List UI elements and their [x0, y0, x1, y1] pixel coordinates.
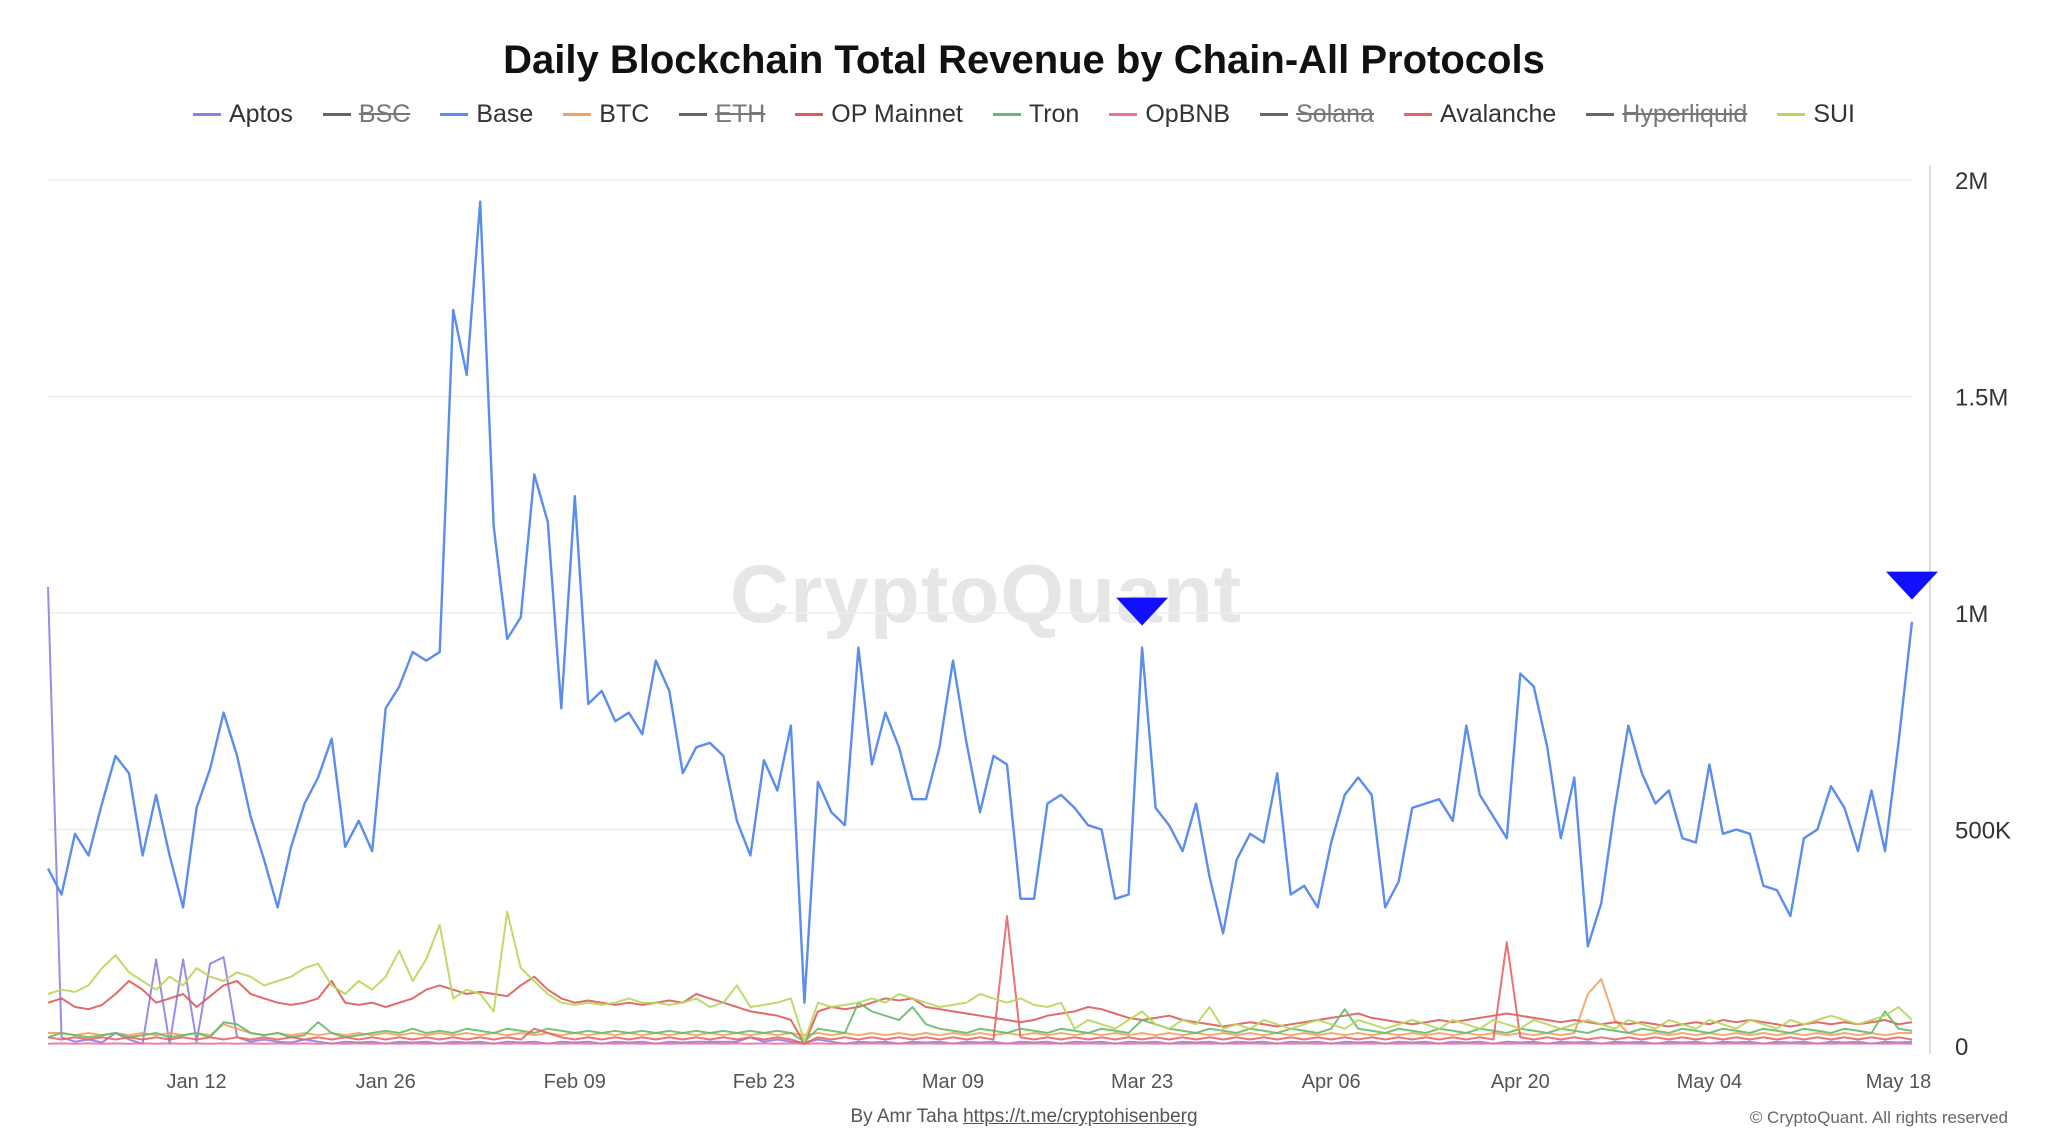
x-tick-label: Feb 09 — [544, 1071, 606, 1093]
x-tick-label: Mar 23 — [1111, 1071, 1173, 1093]
x-tick-label: Mar 09 — [922, 1071, 984, 1093]
legend-label: BTC — [599, 100, 650, 128]
byline: By Amr Taha — [850, 1106, 958, 1127]
legend-swatch — [1260, 113, 1289, 116]
legend-item-solana[interactable]: Solana — [1260, 100, 1374, 129]
y-tick-label: 500K — [1955, 818, 2011, 845]
legend-item-avalanche[interactable]: Avalanche — [1403, 100, 1557, 129]
legend-item-sui[interactable]: SUI — [1777, 100, 1855, 129]
legend-swatch — [1586, 113, 1615, 116]
y-tick-label: 2M — [1955, 168, 1988, 195]
legend-item-btc[interactable]: BTC — [563, 100, 649, 129]
legend-item-opbnb[interactable]: OpBNB — [1109, 100, 1230, 129]
x-tick-label: Apr 06 — [1302, 1071, 1361, 1093]
legend-swatch — [322, 113, 351, 116]
legend-item-aptos[interactable]: Aptos — [192, 100, 293, 129]
series-line-base — [46, 200, 1914, 1004]
legend-label: Solana — [1296, 100, 1374, 128]
legend-swatch — [1777, 113, 1806, 116]
legend-swatch — [1109, 113, 1138, 116]
series-line-avalanche — [47, 915, 1913, 1045]
x-tick-label: Apr 20 — [1491, 1071, 1550, 1093]
y-tick-label: 1M — [1955, 601, 1988, 628]
series-line-tron — [47, 1001, 1913, 1043]
legend-label: Hyperliquid — [1622, 100, 1748, 128]
legend-item-base[interactable]: Base — [440, 100, 533, 129]
legend-item-tron[interactable]: Tron — [992, 100, 1080, 129]
legend-item-op-mainnet[interactable]: OP Mainnet — [795, 100, 963, 129]
legend-label: ETH — [715, 100, 766, 128]
legend-swatch — [992, 113, 1021, 116]
legend-item-bsc[interactable]: BSC — [322, 100, 411, 129]
x-tick-label: Feb 23 — [733, 1071, 795, 1093]
legend-label: BSC — [358, 100, 411, 128]
y-tick-label: 1.5M — [1955, 385, 2008, 412]
legend-swatch — [795, 113, 824, 116]
author-link[interactable]: https://t.me/cryptohisenberg — [963, 1106, 1198, 1127]
legend-swatch — [192, 113, 221, 116]
x-tick-label: May 04 — [1677, 1071, 1743, 1093]
series-line-aptos — [47, 586, 1913, 1045]
highlight-marker-triangle — [1116, 597, 1169, 626]
highlight-marker-triangle — [1886, 571, 1938, 600]
legend-label: OP Mainnet — [831, 100, 963, 128]
legend-label: Aptos — [228, 100, 293, 128]
series-line-sui — [47, 910, 1913, 1043]
legend-swatch — [679, 113, 708, 116]
legend-label: Avalanche — [1439, 100, 1557, 128]
x-tick-label: May 18 — [1866, 1071, 1932, 1093]
copyright-notice: © CryptoQuant. All rights reserved — [1749, 1108, 2008, 1127]
legend-swatch — [440, 113, 469, 116]
x-tick-label: Jan 26 — [356, 1071, 416, 1093]
legend-label: Base — [476, 100, 534, 128]
legend: Aptos BSC Base BTC ETH OP Mainnet Tron OpBNB Sol… — [0, 100, 2048, 129]
legend-swatch — [1403, 113, 1432, 116]
legend-label: SUI — [1813, 100, 1856, 128]
footer-credit: By Amr Taha https://t.me/cryptohisenberg — [0, 1106, 2048, 1128]
legend-item-hyperliquid[interactable]: Hyperliquid — [1586, 100, 1747, 129]
series-line-btc — [48, 977, 1912, 1037]
chart-title: Daily Blockchain Total Revenue by Chain-… — [503, 38, 1545, 82]
y-tick-label: 0 — [1955, 1034, 1968, 1061]
legend-label: Tron — [1028, 100, 1080, 128]
legend-label: OpBNB — [1145, 100, 1231, 128]
legend-item-eth[interactable]: ETH — [679, 100, 765, 129]
x-tick-label: Jan 12 — [167, 1071, 227, 1093]
legend-swatch — [563, 113, 592, 116]
